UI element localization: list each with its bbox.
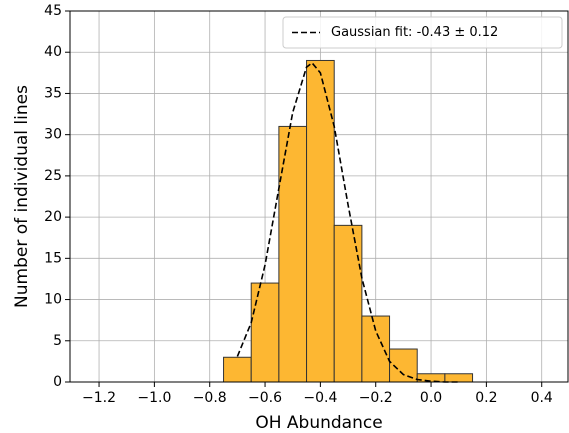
bar <box>250 282 280 383</box>
y-tick-label: 45 <box>44 3 62 19</box>
legend-box <box>282 16 563 49</box>
legend-label: Gaussian fit: -0.43 ± 0.12 <box>331 25 498 40</box>
y-tick-label: 20 <box>44 209 62 225</box>
bar <box>444 373 474 383</box>
y-axis-label: Number of individual lines <box>12 85 32 308</box>
bar <box>333 224 363 383</box>
fit-line <box>236 61 459 383</box>
x-tick-label: −0.8 <box>193 390 227 406</box>
y-tick-label: 5 <box>53 333 62 349</box>
bar <box>223 356 252 383</box>
x-tick-label: −0.2 <box>359 390 393 406</box>
y-tick-label: 10 <box>44 292 62 308</box>
y-tick-label: 40 <box>44 44 62 60</box>
x-tick-label: 0.0 <box>420 390 442 406</box>
x-tick-label: −0.4 <box>303 390 337 406</box>
x-tick-label: 0.2 <box>475 390 497 406</box>
x-tick-label: −1.2 <box>82 390 116 406</box>
y-tick-label: 35 <box>44 85 62 101</box>
x-tick-label: −1.0 <box>137 390 171 406</box>
y-tick-label: 15 <box>44 250 62 266</box>
x-tick-label: 0.4 <box>531 390 553 406</box>
bar <box>306 59 335 383</box>
x-axis-label: OH Abundance <box>255 413 382 433</box>
y-tick-label: 25 <box>44 168 62 184</box>
y-tick-label: 0 <box>53 374 62 390</box>
legend: Gaussian fit: -0.43 ± 0.12 <box>282 16 563 49</box>
bar <box>361 315 391 383</box>
y-tick-label: 30 <box>44 127 62 143</box>
bar <box>278 125 308 383</box>
x-tick-label: −0.6 <box>248 390 282 406</box>
plot-frame <box>69 10 569 383</box>
